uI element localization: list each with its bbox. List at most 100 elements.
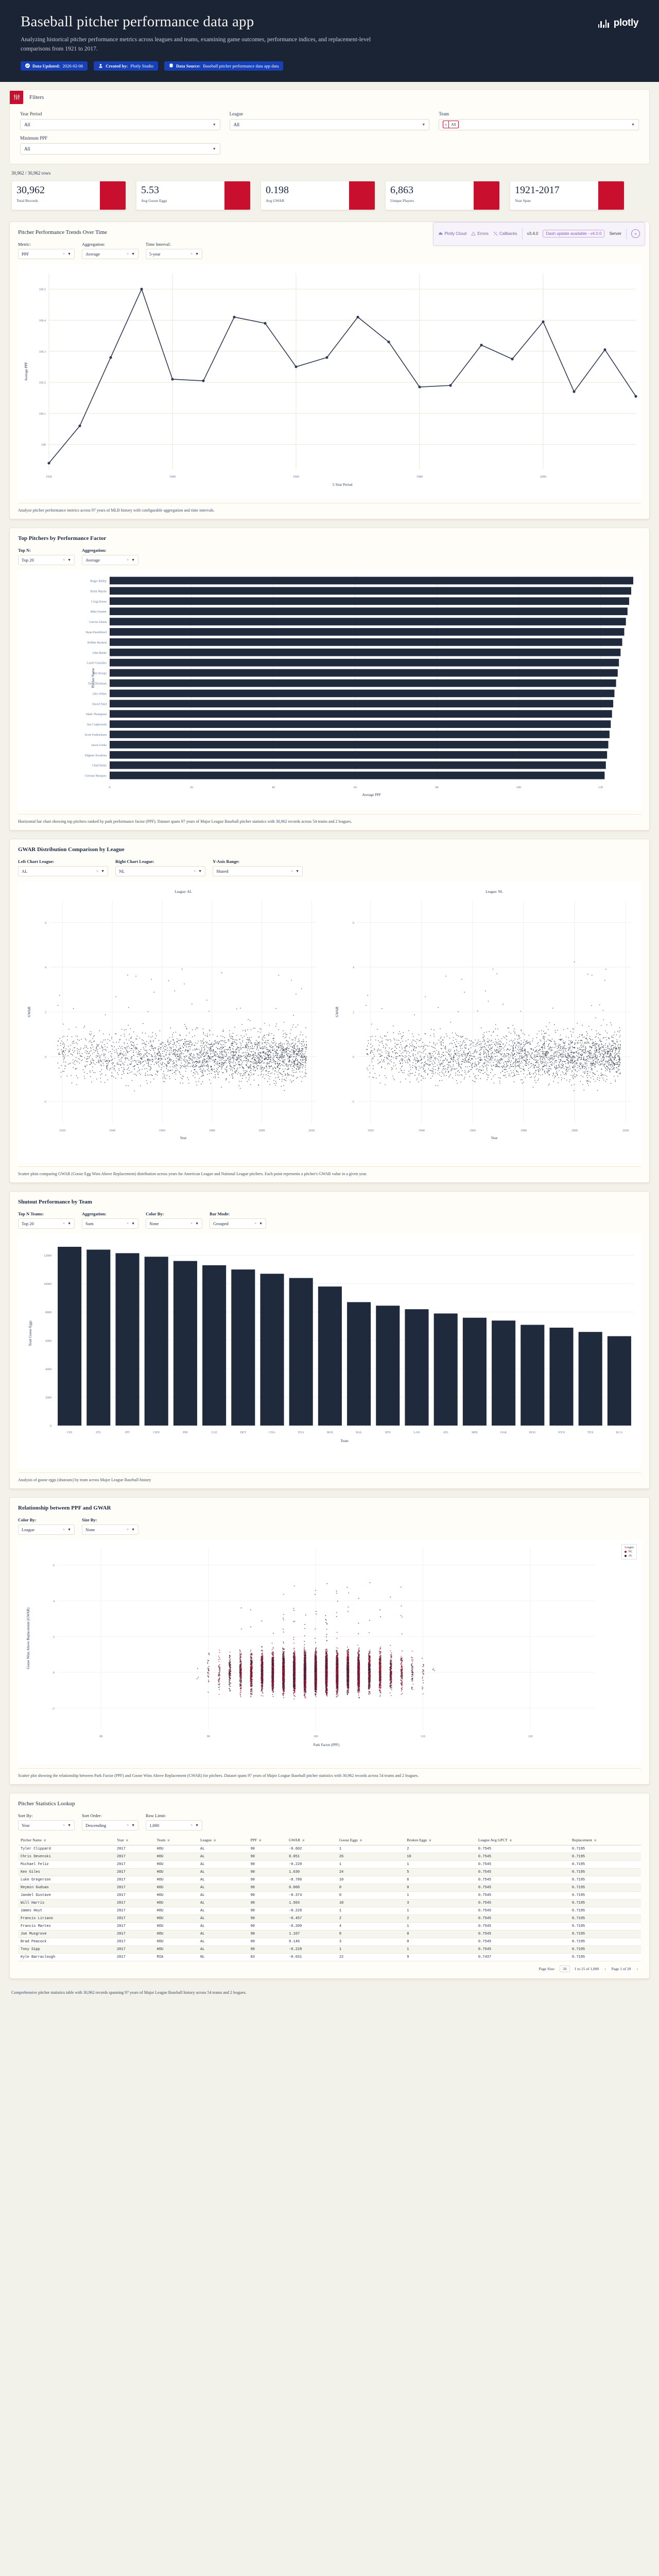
team-bar-chart[interactable]: 0 2000 4000 6000 8000 10000 12000 CIN STL PIT CHN P… [18, 1233, 642, 1468]
dash-update-pill[interactable]: Dash update available - v4.0.0 [543, 230, 605, 238]
table-row[interactable]: Francis Liriano 2017 HOU AL 90 -0.457 2 2 0.7545… [18, 1914, 641, 1923]
y-axis-range-select[interactable]: Shared × ▼ [213, 866, 303, 876]
clear-icon[interactable]: × [190, 251, 193, 256]
filter-icon[interactable]: ⩸ [214, 1838, 216, 1842]
filter-icon[interactable]: ⩸ [44, 1838, 46, 1842]
aggregation-select[interactable]: Average × ▼ [82, 554, 138, 565]
plotly-cloud-item[interactable]: Plotly Cloud [438, 231, 466, 236]
sort-by-select[interactable]: Year × ▼ [18, 1820, 75, 1831]
control-right-league: Right Chart League: NL × ▼ [115, 859, 205, 876]
clear-icon[interactable]: × [63, 1527, 65, 1532]
table-header-cell[interactable]: GWAR ⩸ [286, 1835, 337, 1845]
filter-icon[interactable]: ⩸ [359, 1838, 362, 1842]
table-cell: 2017 [114, 1884, 154, 1892]
table-cell: 0.7195 [569, 1930, 641, 1938]
table-row[interactable]: Francis Martes 2017 HOU AL 90 -0.209 4 1 0.7545 0… [18, 1922, 641, 1930]
clear-icon[interactable]: × [63, 251, 65, 256]
metric-select[interactable]: PPF × ▼ [18, 248, 75, 259]
clear-icon[interactable]: × [127, 251, 129, 256]
table-row[interactable]: Chris Devenski 2017 HOU AL 90 0.051 26 10 0.7545… [18, 1853, 641, 1861]
minimum-ppf-select[interactable]: All ▼ [20, 143, 220, 155]
filters-icon[interactable] [10, 90, 23, 104]
table-row[interactable]: Reymin Guduan 2017 HOU AL 90 0.000 0 0 0.7545 0.7… [18, 1884, 641, 1892]
filter-icon[interactable]: ⩸ [126, 1838, 129, 1842]
clear-icon[interactable]: × [63, 1221, 65, 1226]
clear-icon[interactable]: × [190, 1221, 193, 1226]
pitcher-stats-table[interactable]: Pitcher Name ⩸ Year ⩸ Team ⩸ League ⩸ PPF ⩸ GWAR ⩸ G… [18, 1835, 641, 1961]
color-by-select[interactable]: None × ▼ [146, 1218, 202, 1229]
clear-icon[interactable]: × [291, 869, 293, 873]
aggregation-select[interactable]: Sum × ▼ [82, 1218, 138, 1229]
table-row[interactable]: Michael Feliz 2017 HOU AL 90 -0.228 1 1 0.7545 0.… [18, 1860, 641, 1869]
clear-icon[interactable]: × [127, 557, 129, 562]
clear-icon[interactable]: × [63, 557, 65, 562]
table-header-cell[interactable]: League Avg GPCT ⩸ [475, 1835, 569, 1845]
filter-icon[interactable]: ⩸ [259, 1838, 262, 1842]
table-cell: 0 [336, 1891, 405, 1900]
table-header-cell[interactable]: Goose Eggs ⩸ [336, 1835, 405, 1845]
sort-order-select[interactable]: Descending × ▼ [82, 1820, 138, 1831]
table-header-cell[interactable]: Team ⩸ [154, 1835, 198, 1845]
table-row[interactable]: Luke Gregerson 2017 HOU AL 90 -0.786 10 6 0.7545… [18, 1876, 641, 1884]
table-row[interactable]: Tyler Clippard 2017 HOU AL 90 -0.602 1 2 0.7545 0… [18, 1845, 641, 1853]
top-n-select[interactable]: Top 20 × ▼ [18, 554, 75, 565]
table-row[interactable]: Ken Giles 2017 HOU AL 90 1.630 24 5 0.7545 0.7195 [18, 1868, 641, 1876]
table-header-cell[interactable]: PPF ⩸ [248, 1835, 287, 1845]
top-pitchers-bar-chart[interactable]: 0 20 40 60 80 100 120 Roger Bailey Brent Mayne Cr… [18, 570, 642, 810]
callbacks-item[interactable]: Callbacks [493, 231, 517, 236]
filter-icon[interactable]: ⩸ [509, 1838, 512, 1842]
table-row[interactable]: Kyle Barraclough 2017 MIA NL 83 -0.031 22 9 0.74… [18, 1953, 641, 1961]
clear-icon[interactable]: × [190, 1823, 193, 1827]
table-row[interactable]: Joe Musgrove 2017 HOU AL 90 1.107 8 0 0.7545 0.71… [18, 1930, 641, 1938]
right-league-select[interactable]: NL × ▼ [115, 866, 205, 876]
errors-item[interactable]: Errors [471, 231, 489, 236]
table-header-cell[interactable]: Broken Eggs ⩸ [404, 1835, 476, 1845]
row-limit-select[interactable]: 1,000 × ▼ [146, 1820, 202, 1831]
color-by-select[interactable]: League × ▼ [18, 1524, 75, 1535]
time-interval-select[interactable]: 5-year × ▼ [146, 248, 202, 259]
svg-text:League: NL: League: NL [485, 890, 503, 894]
team-token[interactable]: x All [443, 121, 459, 129]
size-by-select[interactable]: None × ▼ [82, 1524, 138, 1535]
filter-icon[interactable]: ⩸ [594, 1838, 597, 1842]
league-select[interactable]: All ▼ [229, 118, 430, 130]
ppf-gwar-scatter[interactable]: -2 0 2 4 6 80 90 100 110 120 Park Factor (PPF) Goos… [18, 1539, 642, 1764]
table-row[interactable]: Will Harris 2017 HOU AL 90 1.503 18 3 0.7545 0.71… [18, 1899, 641, 1907]
next-page-icon[interactable]: › [636, 1966, 638, 1971]
devtools-toggle-icon[interactable]: » [631, 229, 640, 239]
clear-icon[interactable]: × [63, 1823, 65, 1827]
filter-icon[interactable]: ⩸ [302, 1838, 305, 1842]
remove-token-icon[interactable]: x [443, 121, 449, 128]
clear-icon[interactable]: × [194, 869, 196, 873]
bar-mode-select[interactable]: Grouped × ▼ [210, 1218, 266, 1229]
table-header-cell[interactable]: Replacement ⩸ [569, 1835, 641, 1845]
table-row[interactable]: Jandel Gustave 2017 HOU AL 90 -0.374 0 1 0.7545 0… [18, 1891, 641, 1900]
table-row[interactable]: Tony Sipp 2017 HOU AL 90 -0.228 1 1 0.7545 0.7195 [18, 1945, 641, 1954]
left-league-select[interactable]: AL × ▼ [18, 866, 108, 876]
team-select[interactable]: x All ▼ [439, 118, 639, 130]
legend-item[interactable]: AL [625, 1554, 634, 1557]
gwar-scatter-panels[interactable]: -2 0 2 4 6 1920 1940 1960 1980 2000 2020 League: AL… [18, 881, 642, 1162]
aggregation-select[interactable]: Average × ▼ [82, 248, 138, 259]
clear-icon[interactable]: × [127, 1823, 129, 1827]
table-header-cell[interactable]: Pitcher Name ⩸ [18, 1835, 114, 1845]
table-cell: 1 [404, 1891, 476, 1900]
table-header-cell[interactable]: League ⩸ [197, 1835, 248, 1845]
top-n-teams-select[interactable]: Top 20 × ▼ [18, 1218, 75, 1229]
table-row[interactable]: James Hoyt 2017 HOU AL 90 -0.228 1 1 0.7545 0.719… [18, 1907, 641, 1915]
filter-icon[interactable]: ⩸ [167, 1838, 170, 1842]
prev-page-icon[interactable]: ‹ [604, 1966, 606, 1971]
clear-icon[interactable]: × [96, 869, 99, 873]
clear-icon[interactable]: × [254, 1221, 257, 1226]
table-cell: 2017 [114, 1922, 154, 1930]
select-value: All [24, 146, 30, 151]
table-header-cell[interactable]: Year ⩸ [114, 1835, 154, 1845]
filter-icon[interactable]: ⩸ [429, 1838, 431, 1842]
page-size-select[interactable]: 50 [560, 1965, 570, 1972]
clear-icon[interactable]: × [127, 1221, 129, 1226]
year-period-select[interactable]: All ▼ [20, 118, 220, 130]
legend-item[interactable]: NL [625, 1550, 634, 1553]
trends-line-chart[interactable]: 100 100.1 100.2 100.3 100.4 100.5 1920 1940 1960… [18, 264, 642, 499]
table-row[interactable]: Brad Peacock 2017 HOU AL 90 0.146 3 0 0.7545 0.71… [18, 1938, 641, 1946]
clear-icon[interactable]: × [127, 1527, 129, 1532]
